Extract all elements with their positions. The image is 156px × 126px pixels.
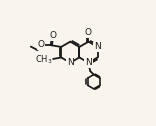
- Text: N: N: [67, 58, 74, 67]
- Text: O: O: [85, 28, 92, 37]
- Text: O: O: [50, 31, 57, 40]
- Text: O: O: [38, 40, 45, 49]
- Text: N: N: [85, 58, 92, 67]
- Text: N: N: [94, 42, 101, 51]
- Text: CH$_3$: CH$_3$: [35, 54, 52, 66]
